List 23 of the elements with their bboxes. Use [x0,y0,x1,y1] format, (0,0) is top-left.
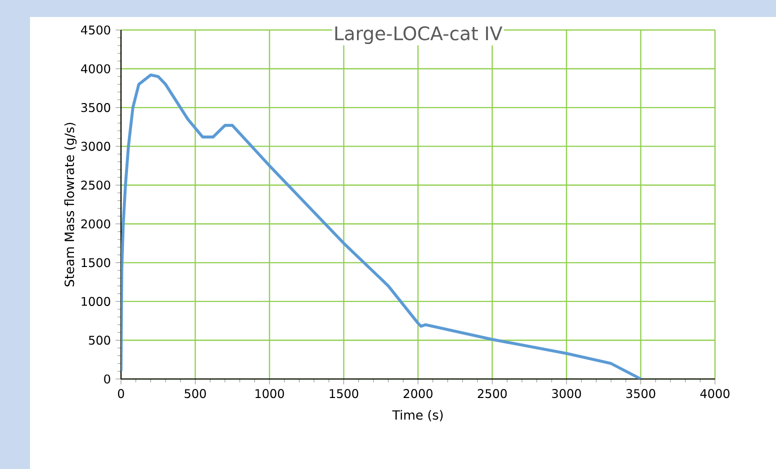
x-tick-label: 1000 [256,389,284,398]
x-tick-label: 3500 [626,389,656,398]
y-tick-label: 2000 [81,219,110,228]
y-tick-label: 3500 [81,103,110,112]
x-tick-label: 500 [184,389,206,398]
x-axis-title: Time (s) [392,410,443,422]
y-axis-title: Steam Mass flowrate (g/s) [64,122,77,286]
x-tick-label: 2000 [404,389,432,398]
y-tick-label: 4000 [81,64,110,74]
x-tick-label: 0 [118,389,124,398]
y-tick-label: 3000 [81,142,110,151]
chart-title: Large-LOCA-cat IV [335,26,502,44]
line-series [121,74,642,379]
y-tick-label: 2500 [81,180,110,190]
y-tick-label: 1000 [82,296,110,306]
x-tick-label: 4000 [700,389,730,398]
x-tick-label: 1500 [330,389,358,398]
x-tick-label: 3000 [552,389,581,398]
y-tick-label: 4500 [81,25,110,35]
y-tick-label: 1500 [82,258,110,268]
y-tick-label: 500 [88,336,110,345]
y-tick-label: 0 [104,374,110,384]
x-tick-label: 2500 [478,389,507,398]
